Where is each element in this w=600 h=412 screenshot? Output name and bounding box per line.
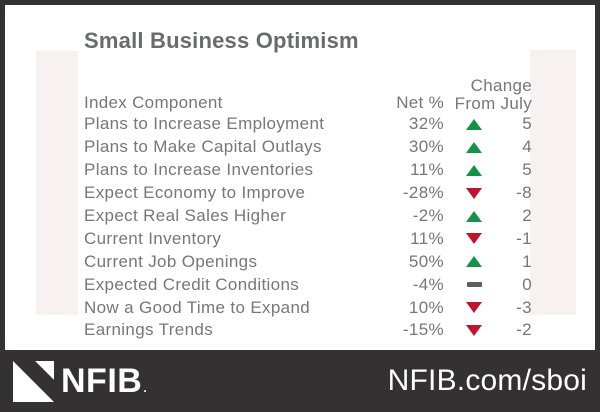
column-header-change-line1: Change [470, 76, 532, 95]
net-percent-value: 11% [410, 228, 444, 248]
change-direction-cell [444, 302, 504, 314]
up-arrow-icon [466, 210, 482, 222]
table-row: Plans to Make Capital Outlays 30% 4 [84, 136, 532, 159]
table-row: Earnings Trends -15% -2 [84, 319, 532, 342]
net-percent-value: -2% [412, 206, 444, 225]
table-row: Current Job Openings 50% 1 [84, 250, 532, 273]
change-direction-cell [444, 210, 504, 222]
down-arrow-icon [466, 233, 482, 245]
net-percent-value: 30% [408, 137, 444, 157]
table-row: Expect Economy to Improve -28% -8 [84, 182, 532, 205]
change-direction-cell [444, 187, 504, 199]
column-header-component: Index Component [84, 93, 223, 112]
change-direction-cell [444, 282, 504, 288]
table-row: Plans to Increase Inventories 11% 5 [84, 159, 532, 182]
change-direction-cell [444, 233, 504, 245]
change-value: 5 [522, 114, 532, 134]
column-header-net: Net % [396, 93, 444, 112]
footer-bar: NFIB. NFIB.com/sboi [0, 350, 600, 412]
nfib-brand-text: NFIB [61, 361, 143, 400]
change-value: 4 [522, 137, 532, 157]
table-body: Plans to Increase Employment 32% 5 Plans… [84, 113, 532, 342]
change-value: -8 [516, 183, 532, 203]
table-header-row: Index Component Net % Change From July [84, 77, 532, 114]
nfib-brand-period: . [143, 380, 148, 395]
change-direction-cell [444, 256, 504, 268]
down-arrow-icon [466, 324, 482, 336]
nfib-flag-logo-icon [13, 360, 54, 402]
change-direction-cell [444, 164, 504, 176]
optimism-table: Index Component Net % Change From July Pl… [84, 77, 532, 342]
down-arrow-icon [466, 187, 482, 199]
left-accent-stripe [36, 51, 78, 315]
table-row: Now a Good Time to Expand 10% -3 [84, 296, 532, 319]
down-arrow-icon [466, 302, 482, 314]
component-label: Current Inventory [84, 228, 222, 248]
up-arrow-icon [466, 118, 482, 130]
change-direction-cell [444, 324, 504, 336]
page-title: Small Business Optimism [84, 27, 359, 53]
net-percent-value: 11% [410, 160, 444, 180]
component-label: Now a Good Time to Expand [84, 297, 311, 317]
component-label: Plans to Increase Employment [84, 114, 325, 134]
flat-dash-icon [466, 282, 482, 288]
column-header-change-line2: From July [454, 94, 532, 113]
up-arrow-icon [466, 141, 482, 153]
change-value: 0 [522, 274, 532, 294]
component-label: Current Job Openings [84, 251, 258, 271]
change-value: -2 [516, 320, 532, 340]
column-header-change: Change From July [444, 77, 532, 114]
up-arrow-icon [466, 256, 482, 268]
change-direction-cell [444, 141, 504, 153]
component-label: Plans to Make Capital Outlays [84, 137, 322, 157]
nfib-brand-wordmark: NFIB. [61, 362, 147, 401]
right-accent-stripe [530, 50, 576, 315]
footer-url-text: NFIB.com/sboi [387, 364, 587, 397]
change-direction-cell [444, 118, 504, 130]
component-label: Expected Credit Conditions [84, 274, 300, 294]
net-percent-value: -4% [412, 274, 444, 294]
change-value: 5 [522, 160, 532, 180]
component-label: Expect Economy to Improve [84, 183, 306, 203]
table-row: Current Inventory 11% -1 [84, 227, 532, 250]
net-percent-value: -28% [402, 183, 444, 203]
change-value: 2 [522, 206, 532, 225]
table-row: Expect Real Sales Higher -2% 2 [84, 205, 532, 228]
change-value: 1 [522, 251, 532, 271]
net-percent-value: -15% [402, 320, 444, 340]
component-label: Expect Real Sales Higher [84, 206, 287, 225]
change-value: -3 [516, 297, 532, 317]
table-row: Plans to Increase Employment 32% 5 [84, 113, 532, 136]
component-label: Plans to Increase Inventories [84, 160, 314, 180]
component-label: Earnings Trends [84, 320, 214, 340]
up-arrow-icon [466, 164, 482, 176]
net-percent-value: 10% [408, 297, 444, 317]
net-percent-value: 32% [408, 114, 444, 134]
change-value: -1 [516, 228, 532, 248]
net-percent-value: 50% [408, 251, 444, 271]
table-row: Expected Credit Conditions -4% 0 [84, 273, 532, 296]
